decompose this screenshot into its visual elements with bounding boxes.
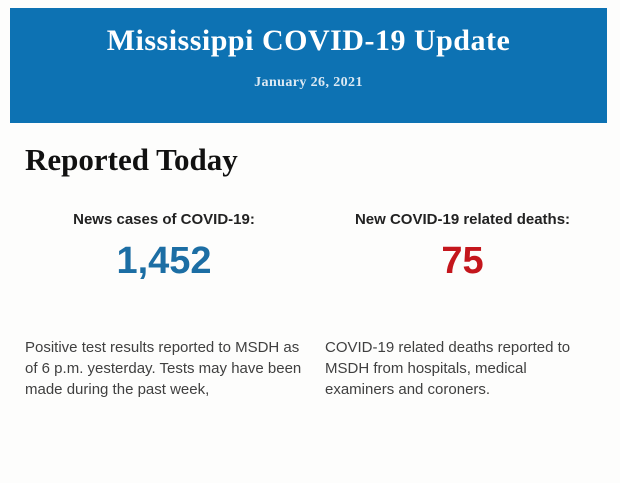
header-banner: Mississippi COVID-19 Update January 26, … xyxy=(10,8,607,123)
stat-new-cases: News cases of COVID-19: 1,452 Positive t… xyxy=(25,211,303,400)
report-date: January 26, 2021 xyxy=(254,75,363,90)
report-content: Reported Today News cases of COVID-19: 1… xyxy=(25,123,600,400)
new-cases-label: News cases of COVID-19: xyxy=(73,211,255,228)
page-title: Mississippi COVID-19 Update xyxy=(106,24,511,57)
section-heading: Reported Today xyxy=(25,142,238,177)
stat-new-deaths: New COVID-19 related deaths: 75 COVID-19… xyxy=(325,211,600,400)
new-deaths-label: New COVID-19 related deaths: xyxy=(354,211,571,228)
new-deaths-description: COVID-19 related deaths reported to MSDH… xyxy=(325,339,571,398)
new-cases-value: 1,452 xyxy=(116,240,212,282)
new-cases-description: Positive test results reported to MSDH a… xyxy=(25,339,302,398)
new-deaths-value: 75 xyxy=(441,240,484,282)
stats-row: News cases of COVID-19: 1,452 Positive t… xyxy=(25,211,600,400)
